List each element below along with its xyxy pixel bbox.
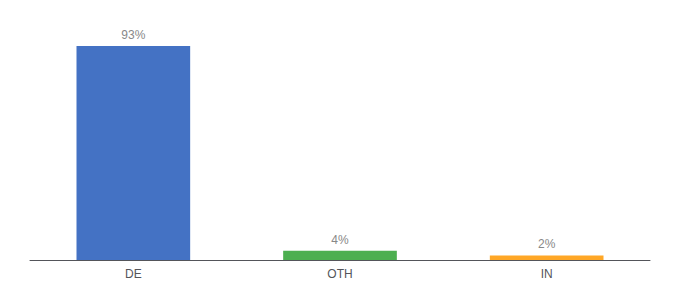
svg-text:IN: IN bbox=[541, 267, 553, 281]
svg-text:2%: 2% bbox=[538, 237, 556, 251]
svg-text:4%: 4% bbox=[331, 233, 349, 247]
svg-text:OTH: OTH bbox=[327, 267, 352, 281]
svg-text:DE: DE bbox=[125, 267, 142, 281]
svg-text:93%: 93% bbox=[121, 28, 145, 42]
